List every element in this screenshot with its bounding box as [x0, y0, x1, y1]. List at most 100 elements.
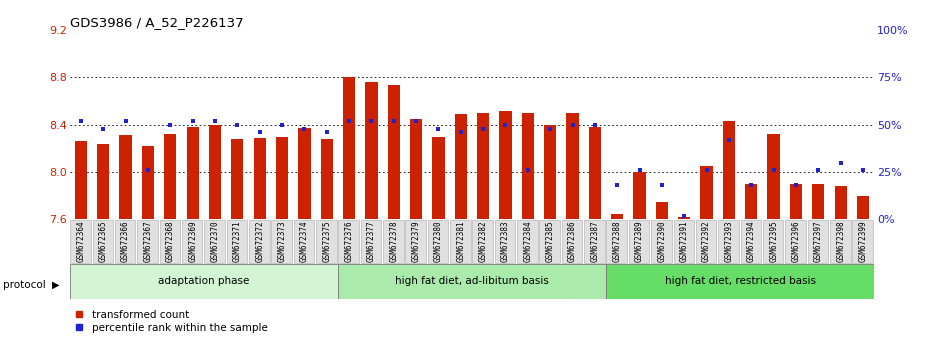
Bar [522, 113, 534, 219]
Text: GDS3986 / A_52_P226137: GDS3986 / A_52_P226137 [70, 16, 244, 29]
Text: GSM672379: GSM672379 [412, 221, 420, 262]
Bar [365, 82, 378, 219]
Text: high fat diet, restricted basis: high fat diet, restricted basis [665, 276, 816, 286]
Bar [209, 125, 221, 219]
Bar [232, 139, 244, 219]
Text: GSM672377: GSM672377 [367, 221, 376, 262]
Bar [857, 196, 870, 219]
Text: GSM672388: GSM672388 [613, 221, 622, 262]
FancyBboxPatch shape [673, 220, 694, 263]
Text: GSM672390: GSM672390 [658, 221, 667, 262]
Text: GSM672375: GSM672375 [322, 221, 331, 262]
Text: GSM672398: GSM672398 [836, 221, 845, 262]
Text: protocol: protocol [3, 280, 46, 290]
Text: GSM672376: GSM672376 [345, 221, 353, 262]
Bar [276, 137, 288, 219]
Bar [432, 137, 445, 219]
Text: GSM672387: GSM672387 [591, 221, 599, 262]
Text: GSM672369: GSM672369 [188, 221, 197, 262]
Text: GSM672382: GSM672382 [479, 221, 487, 262]
Bar [254, 138, 266, 219]
Text: GSM672397: GSM672397 [814, 221, 823, 262]
Text: GSM672374: GSM672374 [299, 221, 309, 262]
FancyBboxPatch shape [830, 220, 851, 263]
Bar [141, 146, 154, 219]
FancyBboxPatch shape [606, 264, 874, 299]
Bar [97, 144, 110, 219]
Bar [388, 85, 400, 219]
FancyBboxPatch shape [495, 220, 515, 263]
FancyBboxPatch shape [383, 220, 404, 263]
Text: GSM672393: GSM672393 [724, 221, 734, 262]
Text: adaptation phase: adaptation phase [158, 276, 249, 286]
Bar [611, 213, 623, 219]
Bar [790, 184, 803, 219]
FancyBboxPatch shape [182, 220, 203, 263]
FancyBboxPatch shape [450, 220, 471, 263]
Bar [343, 78, 355, 219]
Text: GSM672378: GSM672378 [390, 221, 398, 262]
FancyBboxPatch shape [227, 220, 247, 263]
Bar [723, 121, 735, 219]
Bar [499, 110, 512, 219]
Bar [119, 136, 132, 219]
Bar [165, 134, 177, 219]
FancyBboxPatch shape [852, 220, 873, 263]
FancyBboxPatch shape [93, 220, 113, 263]
Text: GSM672367: GSM672367 [143, 221, 153, 262]
Bar [745, 184, 757, 219]
Legend: transformed count, percentile rank within the sample: transformed count, percentile rank withi… [75, 310, 268, 333]
FancyBboxPatch shape [160, 220, 180, 263]
Text: GSM672386: GSM672386 [568, 221, 577, 262]
Text: GSM672391: GSM672391 [680, 221, 689, 262]
Text: GSM672370: GSM672370 [210, 221, 219, 262]
FancyBboxPatch shape [807, 220, 829, 263]
FancyBboxPatch shape [651, 220, 671, 263]
Bar [812, 184, 825, 219]
FancyBboxPatch shape [70, 264, 338, 299]
Bar [767, 134, 779, 219]
Text: GSM672380: GSM672380 [434, 221, 443, 262]
Text: GSM672395: GSM672395 [769, 221, 778, 262]
FancyBboxPatch shape [294, 220, 314, 263]
Text: GSM672394: GSM672394 [747, 221, 756, 262]
FancyBboxPatch shape [70, 220, 91, 263]
Bar [633, 172, 645, 219]
Text: GSM672368: GSM672368 [166, 221, 175, 262]
Text: GSM672396: GSM672396 [791, 221, 801, 262]
Bar [700, 166, 712, 219]
FancyBboxPatch shape [763, 220, 783, 263]
Bar [566, 113, 578, 219]
FancyBboxPatch shape [338, 264, 606, 299]
FancyBboxPatch shape [138, 220, 158, 263]
Bar [321, 139, 333, 219]
Bar [477, 113, 489, 219]
Text: GSM672381: GSM672381 [457, 221, 465, 262]
Bar [410, 119, 422, 219]
Text: GSM672385: GSM672385 [546, 221, 554, 262]
Bar [299, 129, 311, 219]
Text: high fat diet, ad-libitum basis: high fat diet, ad-libitum basis [395, 276, 549, 286]
Text: GSM672389: GSM672389 [635, 221, 644, 262]
FancyBboxPatch shape [249, 220, 270, 263]
Text: GSM672383: GSM672383 [501, 221, 510, 262]
FancyBboxPatch shape [472, 220, 493, 263]
FancyBboxPatch shape [606, 220, 627, 263]
FancyBboxPatch shape [115, 220, 136, 263]
FancyBboxPatch shape [339, 220, 359, 263]
Text: GSM672392: GSM672392 [702, 221, 711, 262]
FancyBboxPatch shape [205, 220, 225, 263]
Text: GSM672364: GSM672364 [76, 221, 86, 262]
FancyBboxPatch shape [316, 220, 337, 263]
FancyBboxPatch shape [361, 220, 381, 263]
Text: GSM672365: GSM672365 [99, 221, 108, 262]
FancyBboxPatch shape [785, 220, 805, 263]
Bar [678, 217, 690, 219]
FancyBboxPatch shape [272, 220, 292, 263]
Bar [589, 127, 601, 219]
Text: GSM672371: GSM672371 [232, 221, 242, 262]
FancyBboxPatch shape [428, 220, 448, 263]
Text: ▶: ▶ [52, 280, 60, 290]
Text: GSM672366: GSM672366 [121, 221, 130, 262]
Bar [656, 202, 668, 219]
